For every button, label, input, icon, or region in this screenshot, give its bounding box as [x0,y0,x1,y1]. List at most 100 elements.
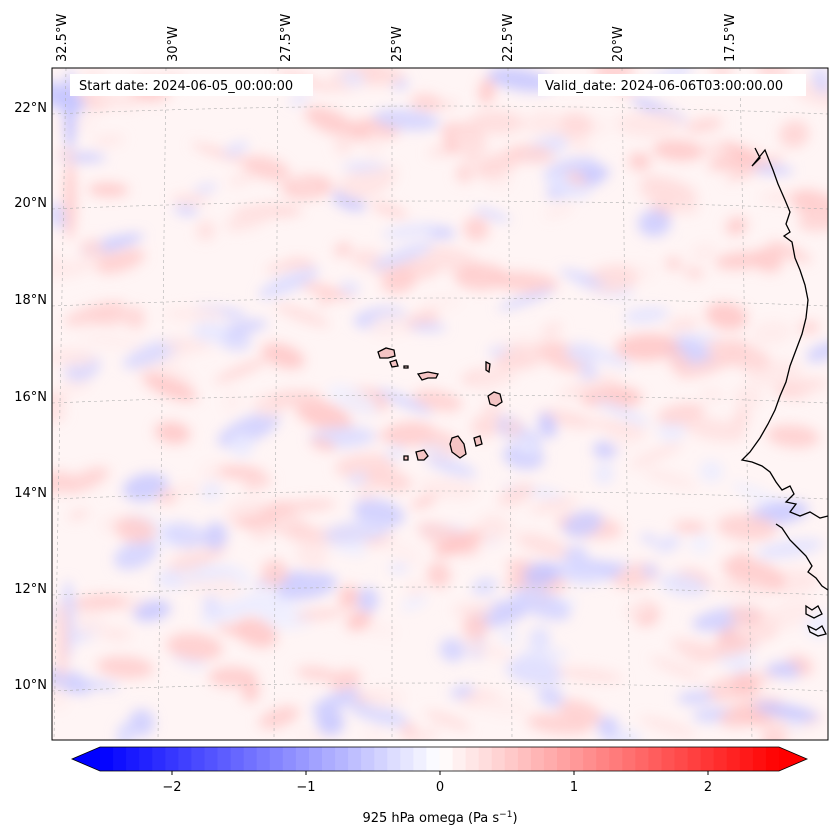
omega-blob [500,627,518,645]
omega-blob [78,334,146,349]
map-frame [51,67,829,741]
omega-blob [202,595,221,616]
omega-blob [225,202,280,232]
meridian-line [621,68,631,740]
colorbar-cell [739,747,754,771]
colorbar-tick-label: 0 [436,780,444,795]
omega-blob [347,700,409,727]
colorbar-cell [752,747,767,771]
omega-blob [370,202,408,218]
colorbar-cell [295,747,310,771]
omega-blob [178,483,200,495]
colorbar-tick-label: 2 [704,780,712,795]
omega-blob [347,472,370,485]
omega-blob [806,341,828,363]
omega-blob [582,346,631,368]
meridian-line [739,68,753,740]
omega-blob [242,475,273,491]
start-date-box [70,74,313,96]
colorbar-cell [243,747,258,771]
colorbar-label-main: 925 hPa omega (Pa s [362,811,499,826]
omega-blob [680,416,746,442]
omega-blob [114,516,157,543]
omega-blob [471,364,518,391]
omega-blob [683,266,705,279]
omega-blob [294,280,354,301]
omega-blob [409,322,447,333]
start-date-text: Start date: 2024-06-05_00:00:00 [79,79,293,94]
lat-label: 14°N [14,486,47,501]
colorbar-label-close: ) [512,811,517,826]
omega-blob [772,378,828,394]
omega-blob [113,539,158,570]
omega-blob [690,243,718,262]
omega-blob [506,144,555,164]
omega-blob [339,281,360,295]
omega-blob [733,385,762,410]
omega-blob [454,263,508,291]
omega-blob [491,271,559,293]
omega-blob [229,433,254,458]
island-brava [403,455,409,461]
omega-blob [570,560,632,571]
colorbar-cell [622,747,636,771]
omega-blob [623,306,669,324]
omega-blob [566,171,587,186]
omega-blob [665,317,700,333]
omega-blob [418,294,461,310]
omega-blob [316,293,338,306]
omega-blob [196,220,215,241]
omega-blob [356,478,376,503]
colorbar-cell [661,747,676,771]
lon-label: 20°W [611,26,626,62]
omega-blob [670,638,719,663]
colorbar-cell [570,747,584,771]
colorbar-cell [517,747,532,771]
omega-blob [641,467,697,489]
meridian-line [273,68,279,740]
colorbar-cell [635,747,650,771]
omega-blob [418,443,450,455]
omega-blob [714,581,776,597]
colorbar-cell [596,747,610,771]
omega-blob [334,242,352,257]
omega-blob [471,577,498,596]
colorbar-cell [387,747,401,771]
omega-blob [528,626,551,651]
omega-blob [162,522,206,549]
omega-blob [699,460,724,483]
colorbar-extend-right [779,747,807,771]
omega-blob [330,669,361,692]
omega-blob [689,533,712,554]
colorbar-cell [113,747,127,771]
omega-blob [628,152,651,171]
omega-blob [424,710,471,731]
omega-blob [261,342,305,369]
omega-blob [798,202,828,232]
colorbar-cell [100,747,114,771]
omega-blob [512,586,571,621]
omega-blob [167,549,226,571]
omega-blob [452,602,495,617]
island-sao-nicolau [416,371,439,381]
colorbar-cell [361,747,375,771]
colorbar-cell [504,747,519,771]
omega-blob [181,569,236,582]
omega-blob [526,713,591,735]
omega-blob [213,357,271,384]
omega-blob [280,499,337,512]
omega-blob [163,307,225,322]
omega-blob [615,110,683,138]
lat-label: 12°N [14,582,47,597]
omega-blob [505,657,565,686]
omega-blob [758,599,816,632]
omega-blob [203,522,228,551]
omega-blob [399,722,418,739]
colorbar-cell [165,747,179,771]
colorbar-cell [674,747,689,771]
omega-blob [685,117,723,134]
colorbar-label: 925 hPa omega (Pa s−1) [362,810,517,826]
colorbar-cell [648,747,663,771]
omega-blob [365,132,384,160]
